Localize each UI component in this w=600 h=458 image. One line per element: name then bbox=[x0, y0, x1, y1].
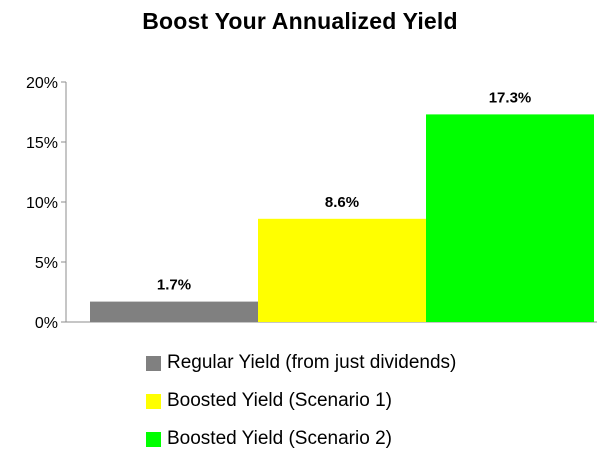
legend-item-scenario-1: Boosted Yield (Scenario 1) bbox=[146, 382, 456, 420]
data-label-3: 17.3% bbox=[489, 89, 532, 106]
legend-label-scenario-1: Boosted Yield (Scenario 1) bbox=[167, 390, 392, 411]
legend-swatch-regular bbox=[146, 355, 161, 371]
data-label-group: 1.7% 8.6% 17.3% bbox=[157, 89, 531, 293]
y-tick-label: 10% bbox=[26, 195, 58, 212]
bar-chart: 0% 5% 10% 15% 20% 1.7% 8.6% 17.3% bbox=[26, 75, 597, 332]
legend-label-scenario-2: Boosted Yield (Scenario 2) bbox=[167, 428, 392, 449]
y-tick-label: 20% bbox=[26, 75, 58, 92]
bar-group bbox=[90, 114, 594, 323]
legend-label-regular: Regular Yield (from just dividends) bbox=[167, 352, 457, 373]
y-tick-label: 15% bbox=[26, 135, 58, 152]
legend-swatch-scenario-2 bbox=[146, 431, 161, 447]
bar-2 bbox=[258, 218, 426, 322]
bar-1 bbox=[90, 301, 258, 322]
data-label-2: 8.6% bbox=[325, 194, 359, 211]
legend-item-scenario-2: Boosted Yield (Scenario 2) bbox=[146, 420, 456, 458]
legend-swatch-scenario-1 bbox=[146, 393, 161, 409]
data-label-1: 1.7% bbox=[157, 277, 191, 294]
y-tick-label: 0% bbox=[35, 315, 58, 332]
y-tick-label: 5% bbox=[35, 255, 58, 272]
bar-3 bbox=[426, 114, 594, 323]
legend-item-regular: Regular Yield (from just dividends) bbox=[146, 344, 456, 382]
chart-title: Boost Your Annualized Yield bbox=[142, 8, 458, 34]
chart-legend: Regular Yield (from just dividends) Boos… bbox=[146, 344, 456, 458]
